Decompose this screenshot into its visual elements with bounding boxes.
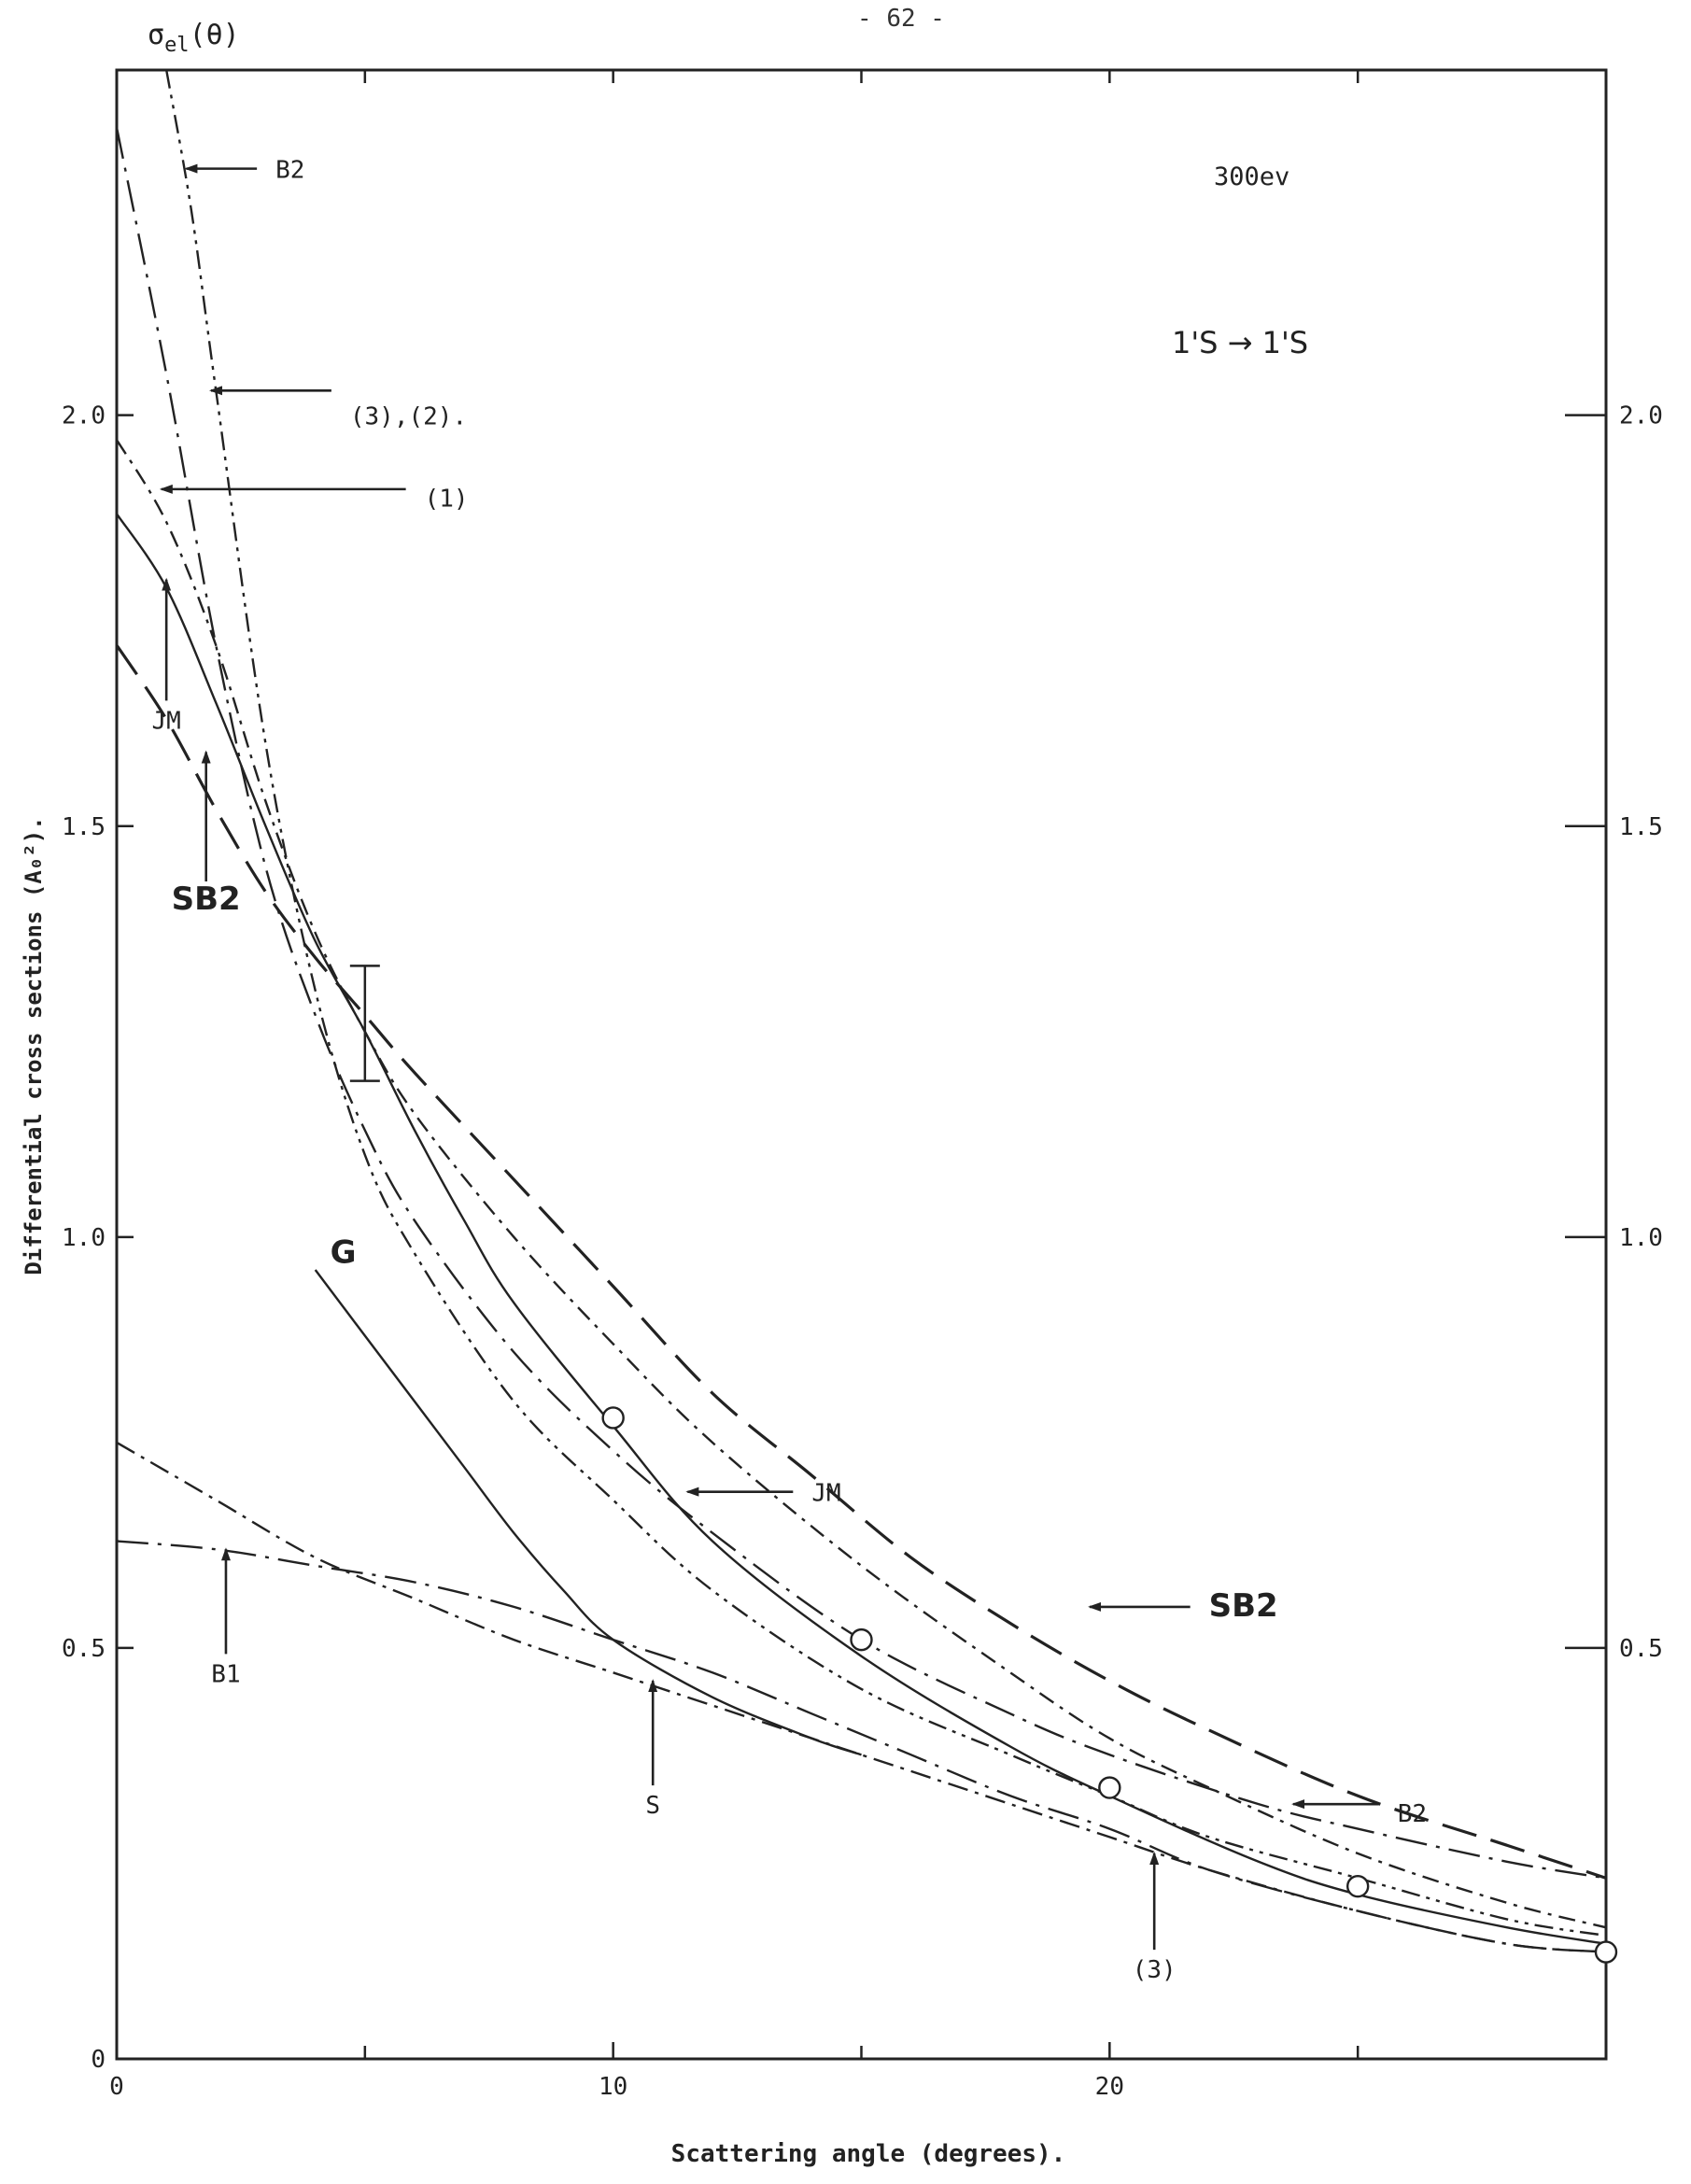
x-tick-label: 0 — [109, 2073, 124, 2101]
y-corner-label: σel(θ) — [148, 19, 240, 57]
y-right-tick-label: 2.0 — [1619, 402, 1663, 430]
curves — [115, 69, 1607, 1953]
experimental-point — [850, 1627, 873, 1652]
series-line-g — [314, 1269, 862, 1756]
annotation-label: JM — [811, 1480, 840, 1508]
annotation-label: B2 — [275, 157, 304, 185]
annotation-label: JM — [152, 707, 181, 735]
page-number: - 62 - — [857, 5, 945, 33]
y-right-tick-label: 1.0 — [1619, 1224, 1663, 1252]
experimental-point — [1098, 1776, 1121, 1799]
series-line-jm — [116, 513, 1607, 1945]
experimental-point — [601, 1406, 625, 1430]
annotation-label: (3) — [1133, 1956, 1177, 1984]
series-line-curve3_2 — [165, 69, 1607, 1937]
annotation-label: SB2 — [1209, 1587, 1278, 1625]
x-tick-label: 10 — [599, 2073, 627, 2101]
annotation-label: G — [331, 1233, 357, 1271]
x-axis-title: Scattering angle (degrees). — [671, 2140, 1066, 2168]
y-tick-label: 0.5 — [62, 1635, 106, 1663]
x-tick-label: 20 — [1095, 2073, 1124, 2101]
plot-frame — [115, 68, 1608, 2061]
axis-ticks: 0 10 20 0 0.5 1.0 1.5 2.0 0.5 1.0 1.5 2.0 — [62, 70, 1663, 2101]
y-right-tick-label: 0.5 — [1619, 1635, 1663, 1663]
series-line-b1 — [116, 1540, 1607, 1953]
y-axis-title: Differential cross sections (A₀²). — [21, 816, 47, 1275]
y-tick-label: 1.0 — [62, 1224, 106, 1252]
series-line-b2 — [115, 127, 1607, 1880]
series-line-sb2 — [115, 644, 1607, 1880]
energy-label: 300ev — [1214, 162, 1289, 191]
y-tick-label: 1.5 — [62, 813, 106, 841]
annotation-label: B2 — [1398, 1800, 1427, 1828]
y-tick-label: 2.0 — [62, 402, 106, 430]
experimental-point — [1346, 1874, 1370, 1898]
series-line-s — [116, 1441, 1607, 1953]
y-tick-label: 0 — [91, 2046, 106, 2074]
annotation-label: S — [645, 1792, 660, 1820]
series-line-curve1 — [115, 439, 1607, 1929]
annotation-label: B1 — [211, 1660, 240, 1688]
experimental-point — [1594, 1940, 1618, 1964]
annotation-label: SB2 — [172, 881, 241, 918]
experimental-points — [601, 1406, 1618, 1964]
y-right-tick-label: 1.5 — [1619, 813, 1663, 841]
annotation-label: (1) — [425, 486, 469, 514]
transition-label: 1'S → 1'S — [1172, 325, 1308, 360]
annotation-label: (3),(2). — [350, 403, 467, 431]
